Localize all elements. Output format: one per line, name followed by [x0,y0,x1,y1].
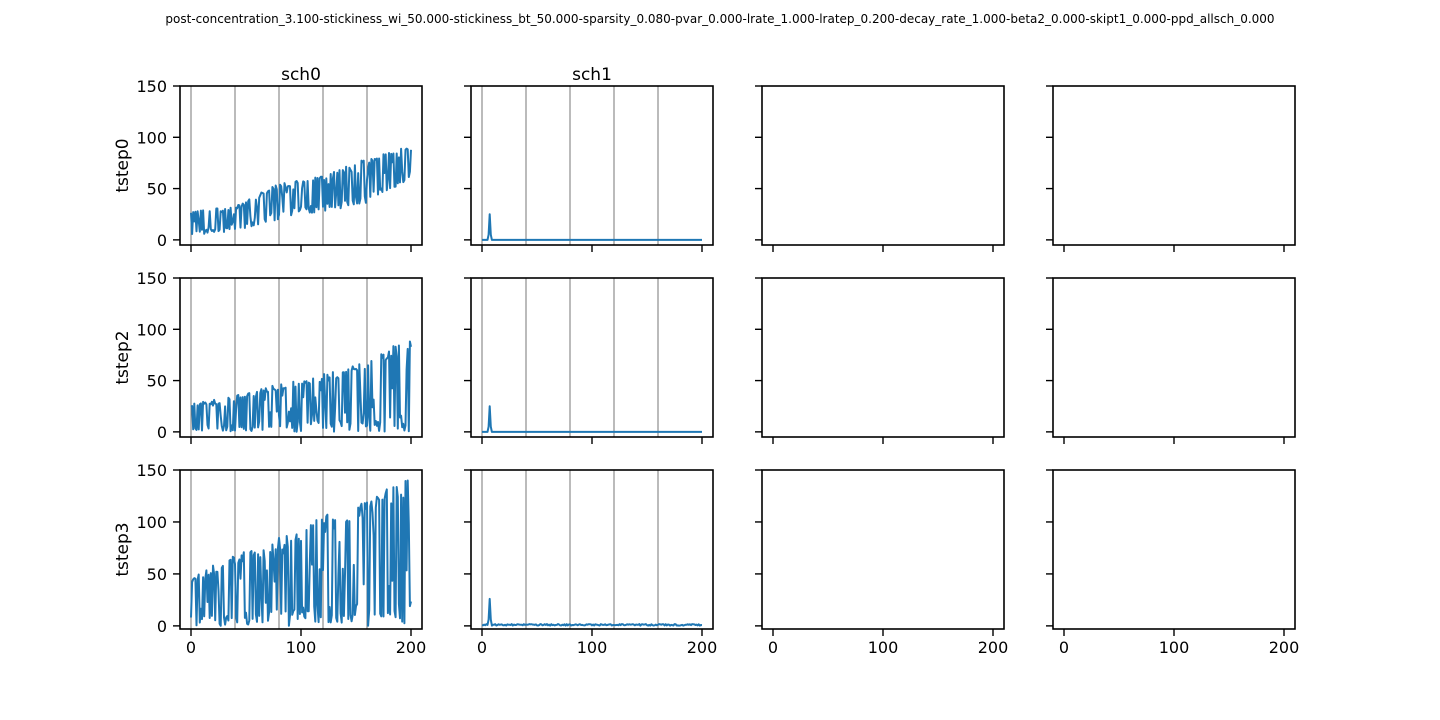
subplot-r2-c1: 0 100 200 [464,469,718,657]
x-tick-label: 100 [1159,638,1190,657]
y-tick-label: 50 [147,372,167,391]
subplot-r1-c1 [464,277,714,444]
axes-frame [761,469,1005,630]
y-tick-label: 150 [136,461,167,480]
y-tick-label: 100 [136,513,167,532]
x-tick-label: 0 [768,638,778,657]
x-tick-label: 200 [687,638,718,657]
y-tick-label: 100 [136,128,167,147]
axes-frame [761,85,1005,246]
axes-frame [1052,277,1296,438]
subplot-r1-c0: 0 50 100 150 tstep2 [113,269,423,444]
series-line [190,340,412,433]
y-tick-label: 0 [157,617,167,636]
y-tick-label: 150 [136,77,167,96]
axes-frame [1052,85,1296,246]
axes-frame [470,85,714,246]
subplot-r2-c0: 0 100 200 0 50 100 150 tstep3 [113,461,426,657]
y-tick-label: 50 [147,565,167,584]
series-line [481,597,703,627]
y-tick-label: 50 [147,180,167,199]
x-tick-label: 200 [978,638,1009,657]
x-tick-label: 0 [477,638,487,657]
series-line [482,213,702,241]
y-tick-label: 150 [136,269,167,288]
y-tick-label: 100 [136,320,167,339]
series-line [190,479,412,627]
y-tick-label: 0 [157,423,167,442]
axes-frame [470,277,714,438]
subplot-grid: 0 50 100 150 sch0 tstep0 sch1 0 50 100 150 tstep2 0 1… [113,65,1299,657]
axes-frame [1052,469,1296,630]
column-title: sch0 [281,65,321,85]
axes-frame [761,277,1005,438]
column-title: sch1 [572,65,612,85]
subplot-r2-c2: 0 100 200 [755,469,1009,657]
x-tick-label: 100 [577,638,608,657]
subplot-r0-c0: 0 50 100 150 sch0 tstep0 [113,65,423,252]
figure-suptitle: post-concentration_3.100-stickiness_wi_5… [165,12,1274,26]
axes-frame [470,469,714,630]
x-tick-label: 100 [286,638,317,657]
row-label: tstep0 [113,138,133,192]
x-tick-label: 200 [396,638,427,657]
subplot-r0-c2 [755,85,1005,252]
subplot-r2-c3: 0 100 200 [1046,469,1300,657]
x-tick-label: 0 [186,638,196,657]
subplot-r0-c1: sch1 [464,65,714,252]
series-line [190,147,412,235]
x-tick-label: 100 [868,638,899,657]
subplot-r0-c3 [1046,85,1296,252]
subplot-r1-c2 [755,277,1005,444]
subplot-r1-c3 [1046,277,1296,444]
row-label: tstep3 [113,522,133,576]
row-label: tstep2 [113,330,133,384]
x-tick-label: 0 [1059,638,1069,657]
y-tick-label: 0 [157,231,167,250]
x-tick-label: 200 [1269,638,1300,657]
series-line [482,405,702,433]
